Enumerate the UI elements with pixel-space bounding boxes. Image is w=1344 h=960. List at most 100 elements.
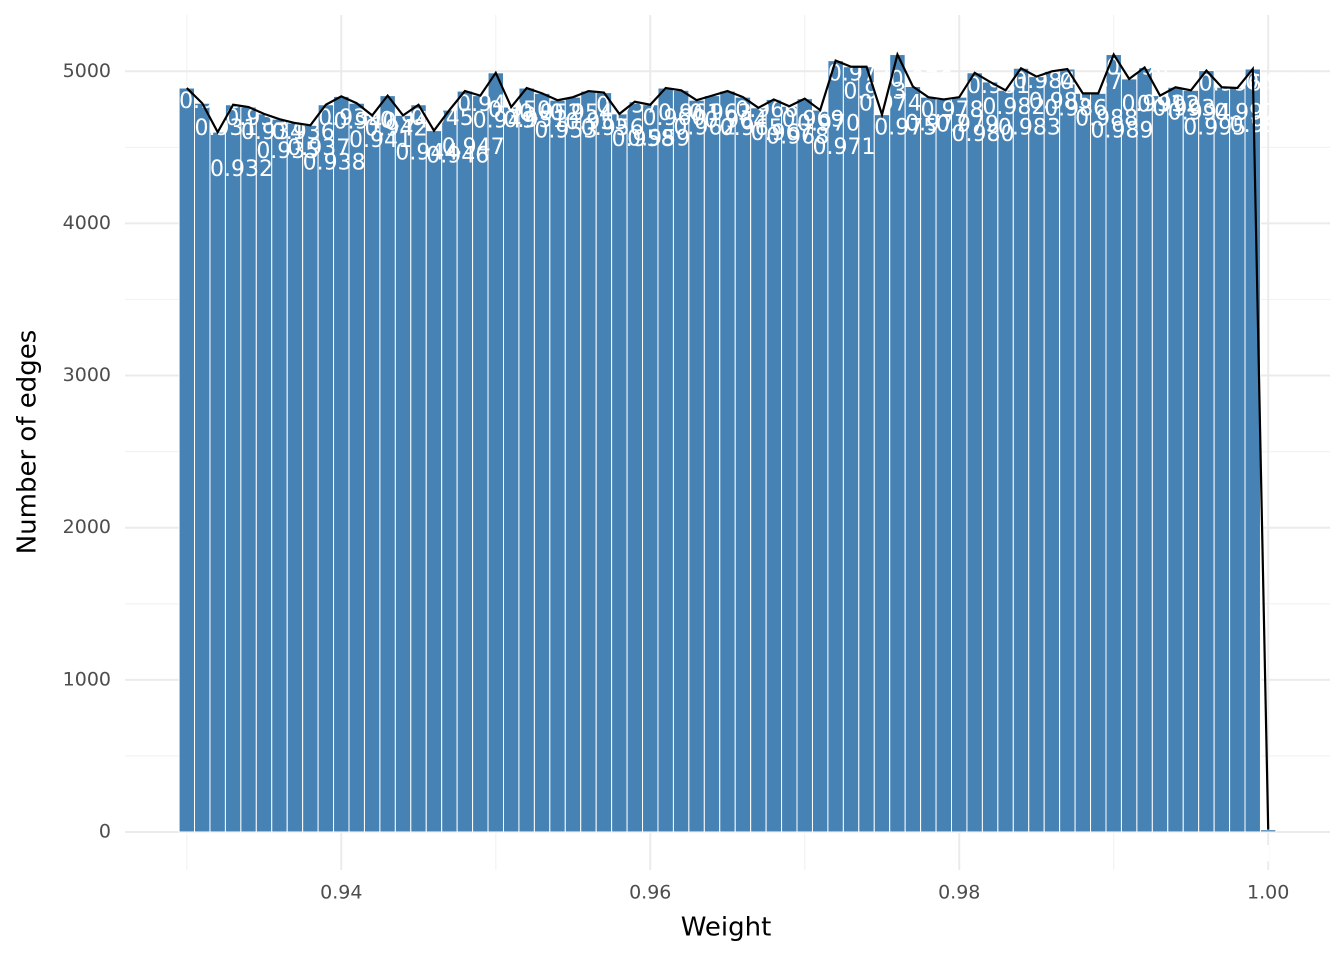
bar	[317, 104, 335, 833]
x-tick-label: 0.96	[629, 882, 671, 904]
bar	[564, 96, 582, 833]
line	[186, 51, 1270, 830]
bar-label: 0.988	[1075, 106, 1138, 131]
bar	[487, 72, 504, 833]
bar-label: 0.993	[1152, 97, 1215, 122]
y-tick-label: 2000	[63, 516, 111, 538]
bar-label: 0.937	[287, 136, 350, 161]
bar-label: 0.976	[890, 68, 953, 93]
bar-label: 0.989	[1091, 118, 1154, 143]
bar	[1136, 66, 1153, 833]
bar	[1120, 78, 1138, 833]
bar-label: 0.964	[704, 109, 767, 134]
bar	[194, 102, 211, 833]
bar	[271, 118, 288, 833]
bar-label: 0.996	[1199, 72, 1262, 97]
bar-label: 0.935	[256, 139, 319, 164]
bar	[796, 98, 813, 833]
bar-label: 0.932	[210, 157, 273, 182]
bar-label: 0.949	[473, 109, 536, 134]
bar	[209, 131, 226, 833]
bar	[858, 66, 875, 833]
bar-label: 0.991	[1121, 92, 1184, 117]
bar	[178, 87, 196, 833]
bar-label: 0.974	[859, 92, 922, 117]
bar	[379, 95, 396, 833]
bar-label: 0.934	[241, 120, 304, 145]
bar-label: 0.965	[720, 116, 783, 141]
y-tick-label: 3000	[63, 364, 111, 386]
bar	[348, 102, 365, 833]
bar-label: 0.961	[658, 101, 721, 126]
bar-label: 0.956	[581, 116, 644, 141]
bar	[255, 113, 273, 833]
bar-label: 0.951	[503, 108, 566, 133]
y-axis-title: Number of edges	[13, 330, 43, 555]
bar-label: 0.969	[782, 107, 845, 132]
bar	[410, 104, 427, 833]
y-tick-label: 5000	[63, 60, 111, 82]
bar	[1244, 68, 1261, 833]
bar-label: 0.931	[195, 116, 258, 141]
bar	[441, 109, 458, 833]
bar	[657, 87, 674, 833]
bar	[935, 98, 953, 833]
bar-label: 0.963	[689, 101, 752, 126]
bar	[904, 86, 922, 833]
bar	[302, 124, 319, 833]
bar-label: 0.971	[812, 135, 875, 160]
bar	[688, 99, 705, 833]
bar-label: 0.994	[1168, 100, 1231, 125]
bar	[750, 107, 767, 833]
bar	[672, 89, 690, 833]
x-tick-label: 0.94	[320, 882, 362, 904]
bar-label: 0.939	[318, 106, 381, 131]
bar	[394, 114, 412, 833]
bar	[333, 95, 350, 833]
bar	[595, 92, 613, 833]
bar-label: 0.977	[905, 112, 968, 137]
y-tick-label: 1000	[63, 668, 111, 690]
bar-label: 1.000	[1260, 843, 1323, 868]
bar	[1182, 89, 1200, 833]
bar	[1059, 68, 1076, 833]
bar	[1028, 76, 1045, 833]
bar	[1167, 86, 1184, 833]
bar	[580, 90, 597, 833]
bar	[873, 114, 891, 833]
bar	[842, 66, 860, 833]
bar-label: 0.975	[874, 116, 937, 141]
bar	[224, 104, 242, 833]
bar	[1151, 95, 1169, 833]
bar-label: 0.970	[797, 112, 860, 137]
bar-label: 0.941	[349, 128, 412, 153]
bar-label: 0.962	[673, 115, 736, 140]
bar-label: 0.980	[952, 122, 1015, 147]
bar-label: 0.950	[488, 98, 551, 123]
bar	[533, 92, 551, 833]
x-tick-label: 0.98	[938, 882, 980, 904]
bar	[1105, 54, 1122, 833]
bar-label: 0.938	[303, 150, 366, 175]
bar-label: 0.985	[1029, 90, 1092, 115]
bar-label: 0.944	[395, 140, 458, 165]
bar	[920, 96, 937, 833]
bar	[626, 101, 644, 833]
bar	[642, 104, 659, 833]
bar-label: 0.997	[1214, 100, 1277, 125]
bar	[549, 99, 566, 833]
y-tick-label: 4000	[63, 212, 111, 234]
bar-label: 0.978	[921, 98, 984, 123]
bar	[1259, 829, 1277, 833]
bar	[827, 60, 844, 833]
bar-label: 0.995	[1183, 115, 1246, 140]
bar	[981, 81, 999, 833]
bar-label: 0.940	[334, 109, 397, 134]
bar	[425, 130, 443, 833]
bar	[363, 114, 381, 833]
bar	[286, 122, 304, 833]
bar	[734, 96, 752, 833]
bar	[456, 90, 474, 833]
bar-label: 0.954	[550, 101, 613, 126]
